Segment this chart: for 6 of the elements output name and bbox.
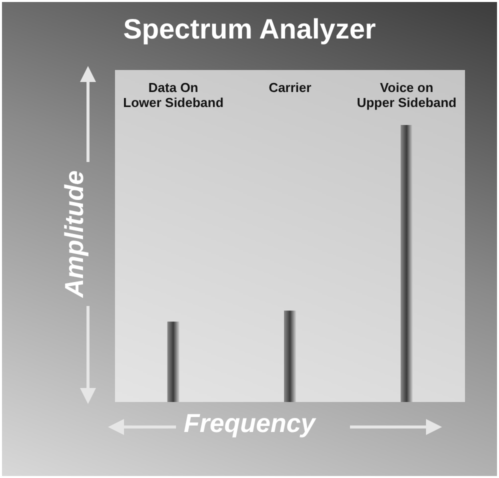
x-tick-label: Carrier: [268, 80, 312, 95]
x-axis-title: Frequency: [184, 408, 317, 438]
x-tick-label: Voice on Upper Sideband: [356, 80, 457, 110]
y-axis-title: Amplitude: [59, 170, 89, 299]
chart-title: Spectrum Analyzer: [123, 14, 376, 44]
x-tick-label: Data On Lower Sideband: [123, 80, 224, 110]
